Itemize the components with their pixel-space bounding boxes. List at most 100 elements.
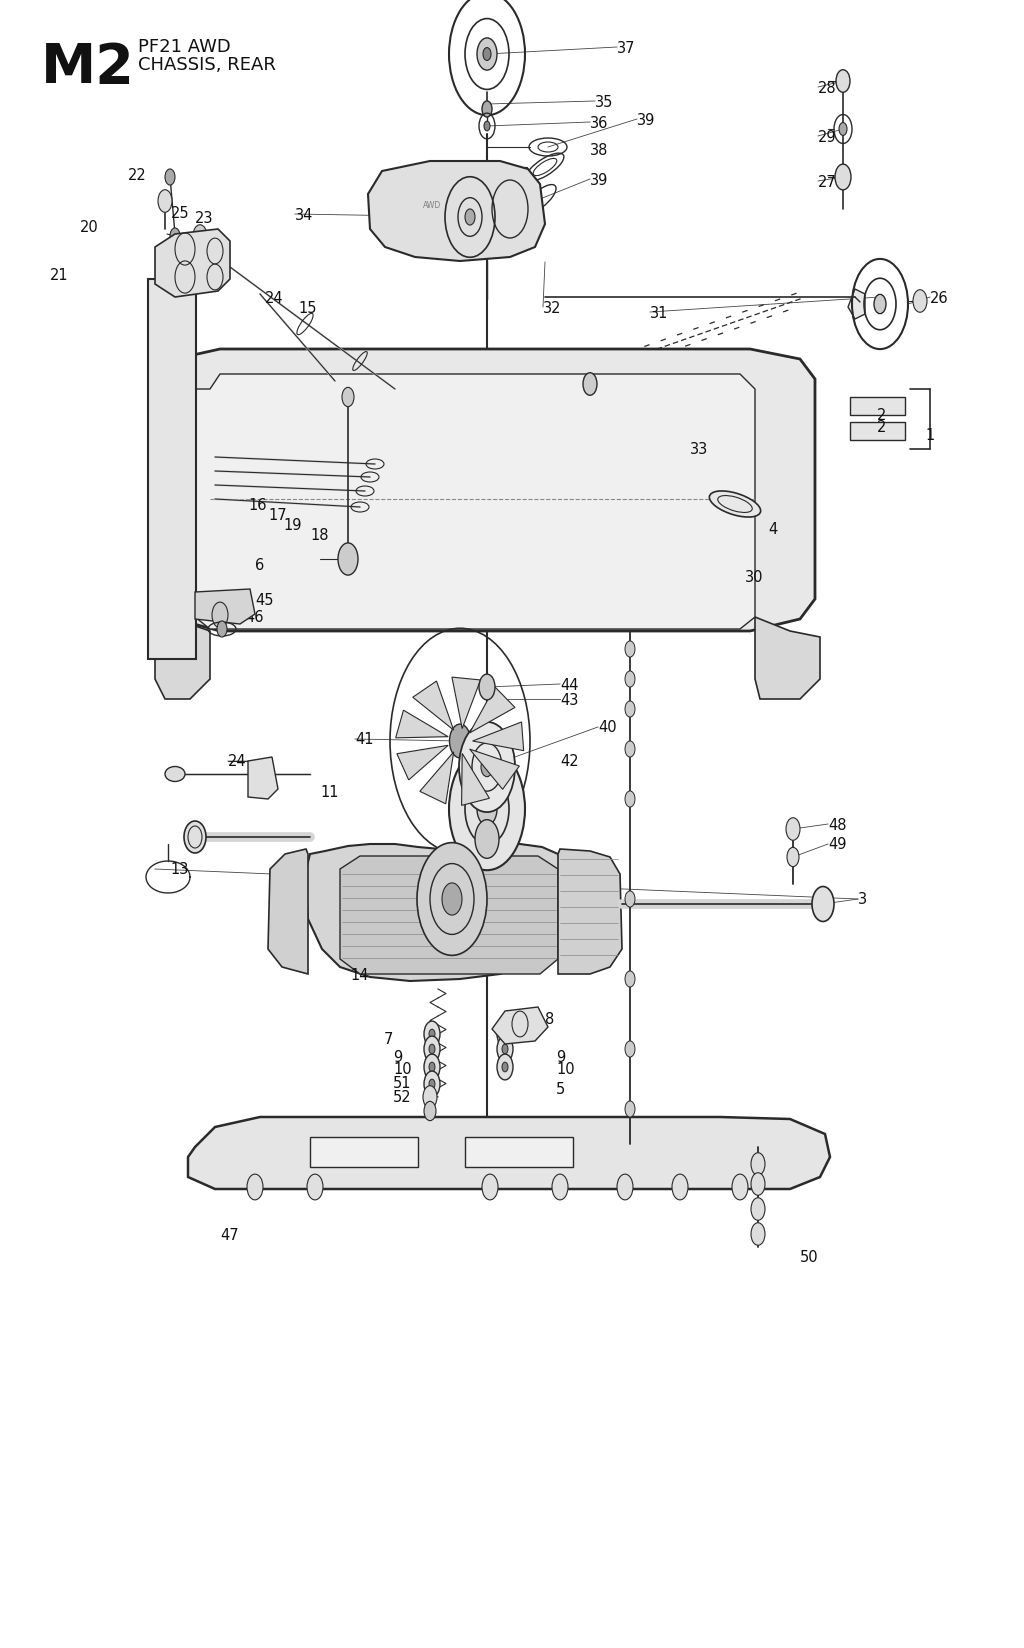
Text: 34: 34 — [295, 208, 313, 222]
Circle shape — [625, 1042, 635, 1058]
Text: 42: 42 — [560, 755, 579, 770]
Circle shape — [475, 821, 499, 859]
Polygon shape — [420, 753, 454, 804]
Circle shape — [479, 674, 495, 700]
Bar — [310, 1137, 418, 1167]
Circle shape — [751, 1173, 765, 1195]
Circle shape — [217, 621, 227, 638]
Text: 2: 2 — [877, 407, 887, 422]
Polygon shape — [452, 677, 480, 728]
Text: 36: 36 — [590, 115, 608, 130]
Circle shape — [786, 817, 800, 840]
Circle shape — [497, 1037, 513, 1063]
Text: 20: 20 — [80, 221, 98, 236]
Text: 29: 29 — [818, 130, 837, 145]
Text: 31: 31 — [650, 305, 669, 320]
Circle shape — [583, 374, 597, 396]
Text: 49: 49 — [828, 837, 847, 852]
Text: 9: 9 — [556, 1048, 565, 1065]
Circle shape — [625, 791, 635, 808]
Text: 6: 6 — [255, 557, 264, 572]
Circle shape — [732, 1175, 748, 1200]
Ellipse shape — [165, 766, 185, 783]
Text: 14: 14 — [350, 967, 369, 982]
Bar — [850, 397, 905, 415]
Text: 7: 7 — [384, 1032, 393, 1046]
Bar — [465, 1137, 573, 1167]
Circle shape — [839, 124, 847, 137]
Circle shape — [874, 295, 886, 315]
Text: 26: 26 — [930, 290, 948, 305]
Circle shape — [625, 892, 635, 908]
Circle shape — [424, 1071, 440, 1098]
Circle shape — [502, 1045, 508, 1055]
Text: 10: 10 — [393, 1061, 412, 1076]
Circle shape — [497, 1022, 513, 1046]
Circle shape — [477, 793, 497, 826]
Text: 45: 45 — [255, 592, 273, 606]
Text: 21: 21 — [50, 267, 69, 282]
Text: 35: 35 — [595, 94, 613, 109]
Polygon shape — [155, 620, 210, 699]
Circle shape — [625, 671, 635, 687]
Circle shape — [625, 742, 635, 758]
Text: 33: 33 — [690, 442, 709, 456]
Text: 2: 2 — [877, 420, 887, 435]
Circle shape — [170, 229, 180, 246]
Circle shape — [429, 1063, 435, 1073]
Circle shape — [165, 170, 175, 186]
Text: 23: 23 — [195, 211, 213, 226]
Circle shape — [158, 191, 172, 213]
Text: 19: 19 — [283, 517, 301, 532]
Text: PF21 AWD: PF21 AWD — [138, 38, 231, 56]
Polygon shape — [368, 162, 545, 262]
Ellipse shape — [184, 821, 206, 854]
Circle shape — [751, 1154, 765, 1175]
Text: 40: 40 — [598, 720, 616, 735]
Text: 27: 27 — [818, 175, 837, 190]
Circle shape — [307, 1175, 323, 1200]
Text: 25: 25 — [171, 206, 189, 221]
Circle shape — [429, 1079, 435, 1089]
Circle shape — [625, 641, 635, 658]
Polygon shape — [413, 682, 454, 730]
Circle shape — [625, 1101, 635, 1117]
Text: 1: 1 — [925, 427, 934, 442]
Polygon shape — [470, 687, 515, 733]
Circle shape — [417, 844, 487, 956]
Circle shape — [617, 1175, 633, 1200]
Text: 10: 10 — [556, 1061, 574, 1076]
Circle shape — [481, 758, 493, 778]
Text: 46: 46 — [245, 610, 263, 625]
Circle shape — [751, 1223, 765, 1246]
Circle shape — [449, 748, 525, 870]
Polygon shape — [268, 849, 308, 974]
Ellipse shape — [710, 491, 761, 517]
Bar — [148, 280, 196, 659]
Text: 32: 32 — [543, 300, 561, 315]
Text: 37: 37 — [617, 41, 636, 56]
Circle shape — [497, 1055, 513, 1079]
Text: 39: 39 — [637, 112, 655, 127]
Circle shape — [477, 40, 497, 71]
Circle shape — [429, 1030, 435, 1040]
Circle shape — [836, 71, 850, 94]
Circle shape — [482, 102, 492, 119]
Circle shape — [483, 48, 490, 61]
Text: 51: 51 — [393, 1074, 412, 1089]
Text: 22: 22 — [128, 168, 146, 183]
Text: 5: 5 — [556, 1081, 565, 1098]
Circle shape — [193, 226, 207, 249]
Text: 13: 13 — [170, 862, 188, 877]
Text: 18: 18 — [310, 527, 329, 542]
Text: 4: 4 — [768, 522, 777, 537]
Circle shape — [502, 1063, 508, 1073]
Polygon shape — [397, 747, 449, 781]
Circle shape — [552, 1175, 568, 1200]
Ellipse shape — [812, 887, 834, 921]
Polygon shape — [188, 1117, 830, 1190]
Circle shape — [442, 883, 462, 916]
Text: 48: 48 — [828, 817, 847, 832]
Text: 41: 41 — [355, 732, 374, 747]
Text: 47: 47 — [220, 1226, 239, 1241]
